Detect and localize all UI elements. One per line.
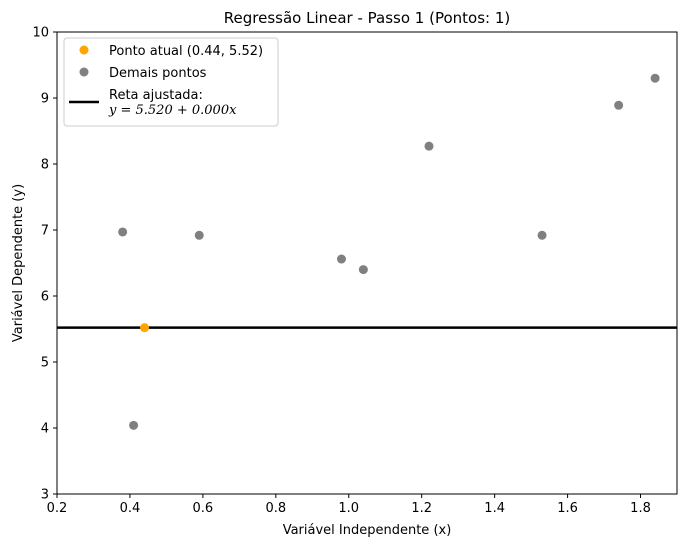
other-data-point [194, 230, 204, 240]
x-tick-label: 0.8 [265, 501, 286, 516]
x-tick-label: 0.2 [47, 501, 68, 516]
legend-label-other-points: Demais pontos [109, 66, 207, 81]
x-axis-title: Variável Independente (x) [283, 523, 452, 538]
points-layer [118, 73, 660, 430]
y-tick-label: 8 [41, 158, 49, 173]
other-data-point [537, 230, 547, 240]
other-data-point [129, 420, 139, 430]
legend-label-current-point: Ponto atual (0.44, 5.52) [109, 44, 263, 59]
current-data-point [140, 323, 150, 333]
other-data-point [358, 265, 368, 275]
x-tick-label: 1.4 [484, 501, 505, 516]
y-tick-label: 10 [32, 26, 49, 41]
y-tick-label: 3 [41, 488, 49, 503]
legend-marker-other-points [79, 67, 89, 77]
legend-label-fit-line-2: y = 5.520 + 0.000x [108, 103, 237, 118]
y-axis-title: Variável Dependente (y) [11, 184, 26, 342]
legend-marker-current-point [79, 45, 89, 55]
other-data-point [424, 141, 434, 151]
y-tick-label: 4 [41, 422, 49, 437]
x-tick-label: 1.2 [411, 501, 432, 516]
y-tick-label: 9 [41, 92, 49, 107]
y-tick-label: 7 [41, 224, 49, 239]
x-tick-label: 1.0 [338, 501, 359, 516]
other-data-point [650, 73, 660, 83]
legend-box [63, 37, 279, 127]
legend-label-fit-line-1: Reta ajustada: [109, 88, 203, 103]
other-data-point [118, 227, 128, 237]
other-data-point [336, 254, 346, 264]
x-tick-label: 0.6 [193, 501, 214, 516]
y-tick-label: 5 [41, 356, 49, 371]
x-tick-label: 0.4 [120, 501, 141, 516]
y-tick-label: 6 [41, 290, 49, 305]
x-axis-ticks: 0.2 0.4 0.6 0.8 1.0 1.2 1.4 1.6 1.8 [47, 494, 651, 516]
x-tick-label: 1.8 [630, 501, 651, 516]
y-axis-ticks: 3 4 5 6 7 8 9 10 [32, 26, 57, 503]
legend: Ponto atual (0.44, 5.52) Demais pontos R… [63, 37, 279, 127]
x-tick-label: 1.6 [557, 501, 578, 516]
other-data-point [614, 100, 624, 110]
chart-title: Regressão Linear - Passo 1 (Pontos: 1) [224, 9, 511, 27]
